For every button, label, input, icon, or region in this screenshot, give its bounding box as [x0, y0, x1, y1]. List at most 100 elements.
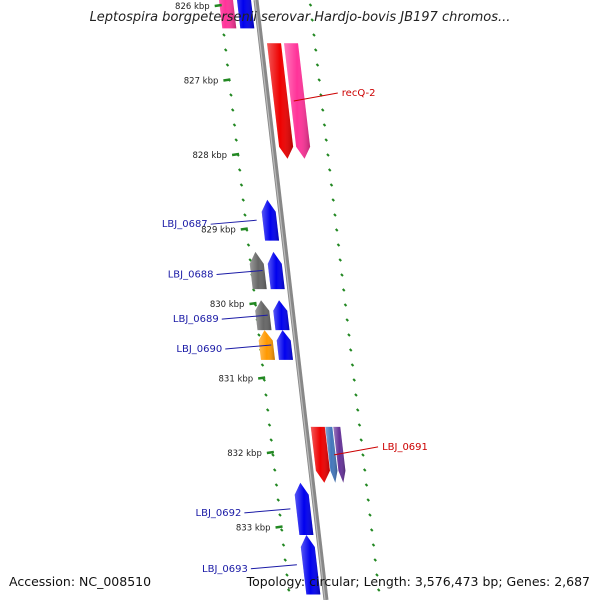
inner-tick: [273, 468, 277, 472]
outer-tick: [366, 498, 370, 502]
gene-shade: [325, 426, 338, 483]
outer-tick: [315, 63, 320, 67]
gene-shade: [276, 330, 293, 360]
outer-tick: [335, 228, 339, 232]
inner-tick: [243, 213, 247, 217]
outer-tick: [338, 258, 342, 262]
inner-tick: [280, 528, 284, 532]
outer-tick: [343, 303, 348, 307]
inner-tick: [234, 138, 238, 142]
inner-tick: [257, 333, 261, 337]
leader-line: [333, 446, 379, 456]
inner-tick: [222, 33, 226, 37]
accession-text: Accession: NC_008510: [9, 574, 152, 589]
outer-tick: [345, 318, 349, 322]
leader-line: [293, 92, 338, 102]
outer-tick: [349, 348, 353, 352]
outer-tick: [368, 513, 372, 517]
inner-tick: [229, 93, 233, 97]
inner-tick: [246, 243, 251, 247]
inner-tick: [281, 543, 286, 547]
inner-tick: [238, 168, 242, 172]
inner-tick: [276, 498, 280, 502]
backbone-highlight: [254, 0, 326, 600]
kbp-label: 827 kbp: [184, 77, 219, 87]
gene-label[interactable]: LBJ_0691: [382, 442, 428, 453]
outer-tick: [340, 273, 344, 277]
genome-summary-text: Topology: circular; Length: 3,576,473 bp…: [246, 574, 590, 589]
inner-tick: [248, 258, 252, 262]
gene-shade: [294, 482, 314, 535]
outer-tick: [310, 18, 314, 22]
outer-tick: [361, 453, 365, 457]
leader-line: [210, 219, 257, 225]
inner-tick: [225, 63, 230, 67]
outer-tick: [317, 78, 321, 82]
kbp-label: 830 kbp: [210, 300, 245, 310]
gene-label[interactable]: LBJ_0687: [162, 219, 208, 230]
leader-line: [244, 508, 291, 514]
inner-tick: [269, 438, 273, 442]
outer-tick: [356, 408, 360, 412]
gene-shade: [310, 426, 330, 483]
gene-shade: [236, 0, 255, 29]
kbp-label: 826 kbp: [175, 2, 210, 12]
gene-shade: [267, 251, 285, 290]
inner-tick: [266, 408, 270, 412]
outer-tick: [352, 378, 356, 382]
outer-tick: [359, 438, 363, 442]
gene-label[interactable]: recQ-2: [342, 88, 376, 99]
outer-tick: [336, 243, 341, 247]
outer-tick: [375, 573, 379, 577]
gene-shade: [333, 426, 346, 483]
gene-label[interactable]: LBJ_0692: [196, 508, 242, 519]
leader-line: [250, 564, 297, 570]
outer-tick: [357, 423, 362, 427]
outer-tick: [371, 543, 376, 547]
inner-tick: [274, 483, 279, 487]
genome-backbone: [253, 0, 329, 600]
inner-tick: [285, 573, 289, 577]
inner-tick: [252, 288, 256, 292]
major-tick: [249, 301, 257, 306]
inner-tick: [283, 558, 287, 562]
kbp-label: 828 kbp: [192, 151, 227, 161]
inner-tick: [232, 123, 237, 127]
outer-tick: [324, 138, 328, 142]
inner-tick: [262, 378, 266, 382]
outer-tick: [370, 528, 374, 532]
leader-line: [216, 269, 263, 275]
outer-tick: [354, 393, 358, 397]
gene-label[interactable]: LBJ_0693: [202, 564, 248, 575]
gene-label[interactable]: LBJ_0689: [173, 314, 219, 325]
kbp-label: 831 kbp: [219, 375, 254, 385]
leader-line: [225, 344, 272, 350]
outer-tick: [373, 558, 377, 562]
inner-tick: [264, 393, 268, 397]
outer-tick: [363, 468, 367, 472]
major-tick: [266, 450, 275, 455]
outer-tick: [331, 198, 335, 202]
inner-tick: [267, 423, 272, 427]
inner-tick: [241, 198, 245, 202]
outer-tick: [314, 48, 318, 52]
major-tick: [231, 152, 240, 157]
inner-tick: [231, 108, 235, 112]
label-leaders: recQ-2 LBJ_0687 LBJ_0688 LBJ_0689 LBJ_0690 LB…: [162, 88, 428, 575]
major-tick: [214, 3, 222, 8]
kbp-label: 833 kbp: [236, 524, 271, 534]
major-tick: [257, 376, 266, 380]
outer-tick: [364, 483, 369, 487]
chart-title: Leptospira borgpetersenii serovar Hardjo…: [89, 10, 511, 25]
outer-tick: [322, 123, 327, 127]
gene-label[interactable]: LBJ_0690: [176, 344, 222, 355]
inner-tick: [239, 183, 244, 187]
gene-label[interactable]: LBJ_0688: [168, 269, 214, 280]
outer-tick: [347, 333, 351, 337]
outer-tick: [333, 213, 337, 217]
outer-tick: [326, 153, 330, 157]
gene-shade: [267, 43, 294, 159]
kbp-label: 832 kbp: [227, 449, 262, 459]
major-tick: [223, 78, 231, 82]
